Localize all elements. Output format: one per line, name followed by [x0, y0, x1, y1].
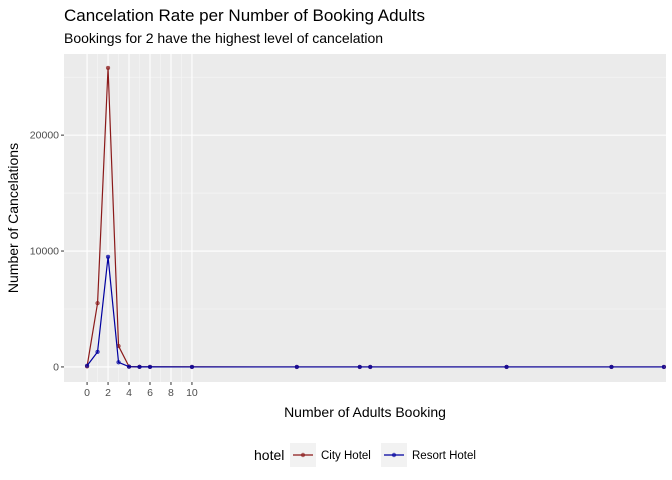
y-axis-label: Number of Cancelations	[5, 143, 21, 293]
series-resort-hotel	[84, 254, 667, 370]
x-tick-label: 4	[126, 387, 132, 399]
series-layer	[84, 65, 667, 370]
data-point-resort-hotel	[137, 364, 142, 369]
legend-dot-resort-hotel	[391, 452, 397, 458]
data-point-resort-hotel	[126, 364, 132, 369]
data-point-resort-hotel	[609, 364, 614, 370]
data-point-resort-hotel	[189, 364, 195, 370]
grid-lines	[64, 54, 666, 382]
data-point-resort-hotel	[504, 364, 509, 370]
data-point-resort-hotel	[105, 254, 111, 259]
legend-item-city-hotel: City Hotel	[290, 443, 371, 467]
legend-label-city-hotel: City Hotel	[321, 450, 371, 462]
data-point-resort-hotel	[147, 364, 153, 370]
x-tick-label: 8	[168, 387, 174, 399]
x-tick-label: 6	[147, 387, 153, 399]
series-line-resort-hotel	[86, 256, 664, 368]
y-tick-label: 0	[53, 362, 59, 374]
x-tick-label: 0	[84, 387, 90, 399]
legend-dot-city-hotel	[300, 452, 306, 458]
x-tick-label: 2	[105, 387, 111, 399]
y-tick-label: 10000	[30, 246, 59, 258]
data-point-resort-hotel	[116, 360, 121, 365]
data-point-city-hotel	[95, 301, 100, 306]
legend-label-resort-hotel: Resort Hotel	[412, 450, 476, 462]
data-point-resort-hotel	[357, 364, 362, 370]
legend-item-resort-hotel: Resort Hotel	[381, 443, 476, 467]
legend: hotel City Hotel Resort Hotel	[254, 443, 476, 467]
data-point-resort-hotel	[661, 364, 667, 370]
x-tick-label: 10	[186, 387, 198, 399]
data-point-city-hotel	[105, 65, 111, 71]
plot-panel	[64, 54, 666, 382]
x-axis-label: Number of Adults Booking	[284, 404, 446, 420]
data-point-resort-hotel	[84, 363, 90, 368]
chart-title: Cancelation Rate per Number of Booking A…	[64, 6, 425, 25]
y-tick-label: 20000	[30, 130, 59, 142]
legend-title: hotel	[254, 447, 284, 463]
data-point-resort-hotel	[95, 349, 100, 354]
data-point-resort-hotel	[368, 364, 373, 370]
chart-subtitle: Bookings for 2 have the highest level of…	[64, 30, 383, 46]
data-point-resort-hotel	[294, 364, 299, 370]
axis-ticks: 0 2 4 6 8 10 0 10000 20000	[30, 130, 198, 399]
